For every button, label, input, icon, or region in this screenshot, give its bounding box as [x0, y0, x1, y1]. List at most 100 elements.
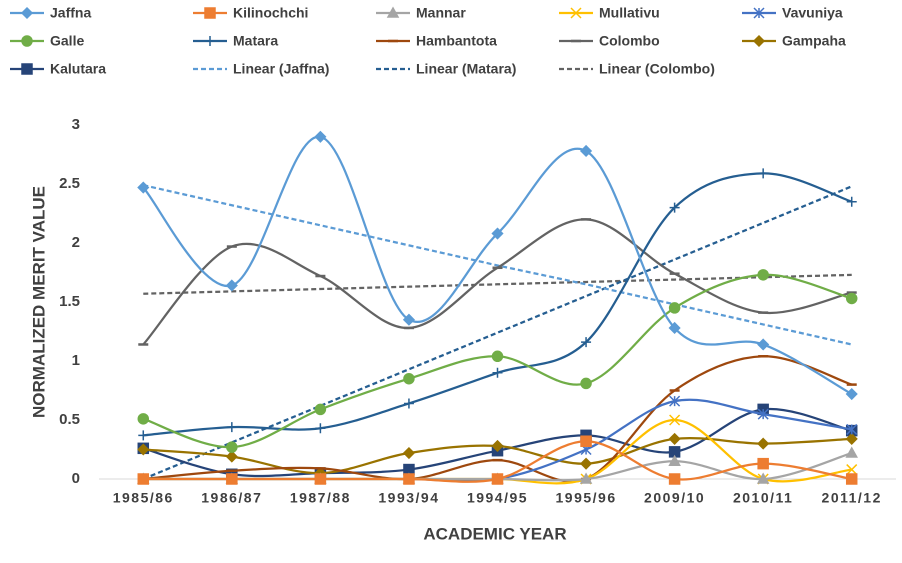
- marker: [845, 446, 858, 458]
- marker: [579, 472, 593, 484]
- marker: [314, 130, 327, 143]
- trend-line: [143, 273, 852, 295]
- x-tick-label: 1995/96: [556, 490, 617, 506]
- legend-label: Linear (Jaffna): [233, 61, 329, 77]
- marker: [668, 321, 681, 335]
- marker: [315, 423, 326, 434]
- x-tick-label: 1987/88: [290, 490, 351, 506]
- marker: [845, 387, 858, 401]
- marker: [491, 350, 504, 363]
- marker: [314, 473, 327, 485]
- marker: [21, 35, 33, 47]
- marker: [137, 413, 150, 425]
- x-tick-label: 2009/10: [644, 490, 705, 506]
- marker: [753, 7, 765, 19]
- marker: [668, 473, 681, 485]
- marker: [225, 450, 238, 463]
- marker: [846, 464, 858, 476]
- y-tick-label: 0.5: [59, 411, 80, 428]
- x-tick-label: 1994/95: [467, 490, 528, 506]
- x-tick-label: 2010/11: [733, 490, 793, 506]
- series-line: [142, 218, 852, 346]
- marker: [491, 473, 504, 485]
- marker: [205, 36, 215, 46]
- marker: [757, 457, 769, 470]
- legend-item: Colombo: [559, 33, 660, 49]
- series-line: [143, 172, 853, 437]
- marker: [579, 457, 593, 470]
- y-tick-label: 0: [72, 470, 80, 487]
- marker: [402, 446, 416, 460]
- legend-label: Linear (Matara): [416, 61, 516, 77]
- series-line: [142, 135, 853, 396]
- marker: [752, 34, 766, 48]
- legend-label: Vavuniya: [782, 5, 843, 21]
- marker: [403, 398, 414, 409]
- marker: [386, 6, 400, 18]
- marker: [137, 181, 150, 194]
- marker: [669, 414, 681, 426]
- marker: [757, 437, 770, 450]
- legend-label: Hambantota: [416, 33, 497, 49]
- marker: [204, 7, 216, 19]
- marker: [580, 435, 592, 447]
- x-axis-title: ACADEMIC YEAR: [423, 524, 566, 543]
- legend-item: Hambantota: [376, 33, 497, 49]
- marker: [757, 269, 769, 281]
- marker: [570, 7, 582, 19]
- legend-label: Mullativu: [599, 5, 660, 21]
- legend-label: Linear (Colombo): [599, 61, 715, 77]
- legend-item: Linear (Jaffna): [193, 61, 329, 77]
- marker: [402, 313, 416, 326]
- marker: [845, 473, 858, 485]
- marker: [491, 227, 504, 240]
- marker: [756, 472, 770, 484]
- x-tick-label: 1985/86: [113, 490, 174, 506]
- legend-item: Gampaha: [742, 33, 846, 49]
- marker: [226, 422, 237, 433]
- marker: [226, 473, 238, 485]
- x-tick-label: 1986/87: [201, 490, 262, 506]
- legend-item: Matara: [193, 33, 278, 49]
- legend-label: Kilinochchi: [233, 5, 308, 21]
- y-tick-label: 1: [72, 352, 80, 369]
- marker: [669, 395, 681, 407]
- legend-item: Kilinochchi: [193, 5, 308, 21]
- marker: [403, 372, 415, 385]
- y-tick-label: 1.5: [59, 293, 80, 310]
- marker: [21, 63, 33, 75]
- x-tick-label: 2011/12: [822, 490, 882, 506]
- marker: [846, 196, 857, 207]
- marker: [491, 439, 504, 453]
- marker: [669, 202, 680, 213]
- legend-item: Linear (Matara): [376, 61, 516, 77]
- marker: [137, 473, 150, 485]
- y-tick-label: 3: [72, 116, 80, 133]
- legend-item: Galle: [10, 33, 84, 49]
- marker: [758, 168, 769, 179]
- marker: [403, 473, 415, 485]
- y-tick-label: 2.5: [59, 175, 80, 192]
- legend-label: Mannar: [416, 5, 466, 21]
- marker: [668, 432, 681, 445]
- marker: [580, 377, 592, 390]
- marker: [757, 338, 770, 351]
- legend-label: Jaffna: [50, 5, 91, 21]
- marker: [845, 292, 858, 305]
- marker: [581, 337, 592, 348]
- legend-item: Vavuniya: [742, 5, 843, 21]
- marker: [20, 6, 34, 20]
- x-tick-label: 1993/94: [378, 490, 439, 506]
- legend-label: Kalutara: [50, 61, 106, 77]
- y-axis-title: NORMALIZED MERIT VALUE: [29, 186, 48, 418]
- marker: [225, 279, 238, 292]
- marker: [668, 454, 681, 467]
- marker: [668, 302, 681, 314]
- marker: [845, 432, 858, 445]
- marker: [492, 367, 503, 378]
- legend-item: Mullativu: [559, 5, 660, 21]
- marker: [314, 403, 327, 416]
- trend-line: [143, 184, 852, 346]
- y-tick-label: 2: [72, 234, 80, 251]
